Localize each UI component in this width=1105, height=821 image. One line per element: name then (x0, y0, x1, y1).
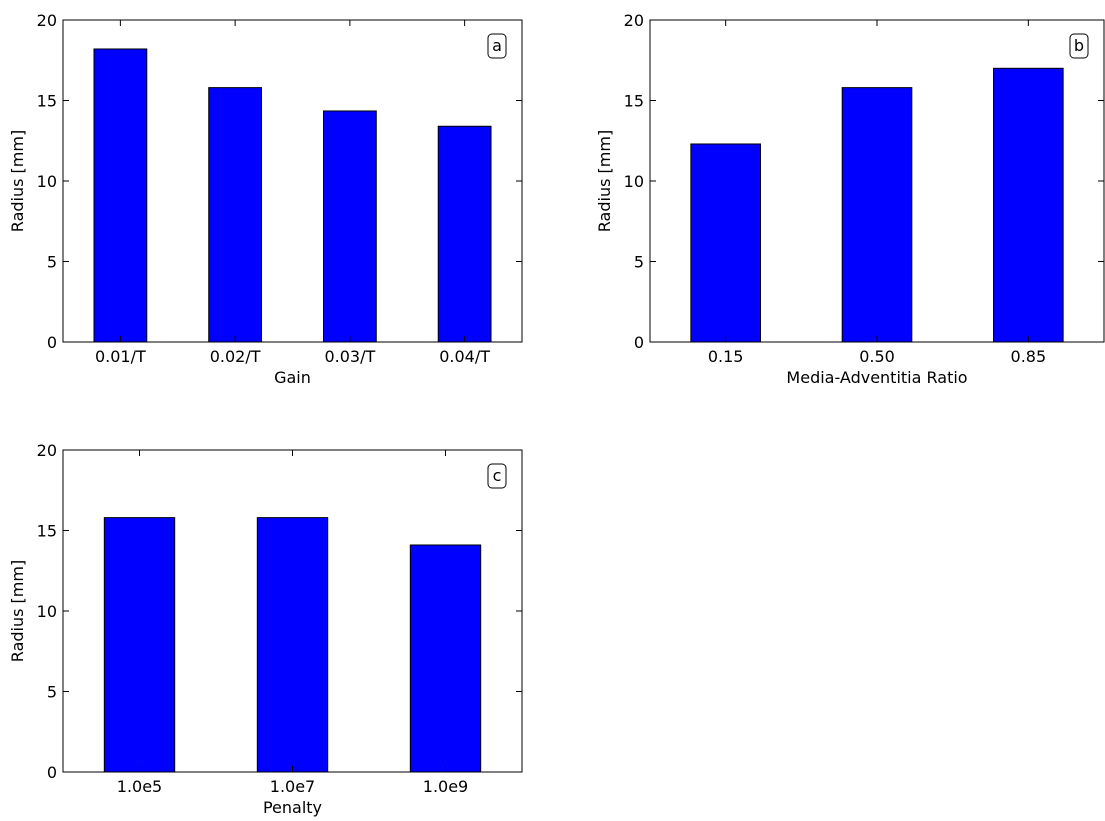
bar-0-15 (690, 143, 761, 343)
y-tick-label: 0 (47, 763, 57, 782)
bar-0-01-T (93, 48, 148, 343)
x-tick-label: 1.0e9 (423, 777, 468, 796)
bar-0-50 (841, 87, 913, 343)
x-tick-label: 0.04/T (439, 347, 490, 366)
x-tick-label: 0.50 (859, 347, 895, 366)
panel-tag-box (1069, 33, 1089, 59)
x-axis-label: Penalty (263, 798, 322, 817)
y-axis-label: Radius [mm] (595, 130, 614, 232)
y-tick-label: 20 (37, 441, 57, 460)
bar-0-03-T (322, 110, 377, 343)
y-tick-label: 5 (634, 253, 644, 272)
bar-0-85 (993, 67, 1064, 343)
x-axis-label: Gain (274, 368, 311, 387)
chart-panel-a: 0 5 10 15 20 0.01/T 0.02/T 0.03/T 0.04/T Gain Radi… (8, 11, 523, 387)
panel-tag-label: b (1074, 36, 1084, 55)
x-axis-label: Media-Adventitia Ratio (786, 368, 967, 387)
x-tick-label: 0.02/T (210, 347, 261, 366)
bar-0-02-T (208, 87, 263, 343)
x-tick-label: 0.85 (1011, 347, 1047, 366)
bar-1-0e9 (409, 544, 482, 773)
panel-tag-box (487, 463, 507, 489)
y-tick-label: 10 (37, 172, 57, 191)
chart-panel-c: 0 5 10 15 20 1.0e5 1.0e7 1.0e9 Penalty Radius [mm… (8, 441, 523, 817)
y-tick-label: 5 (47, 253, 57, 272)
panel-tag-label: c (493, 466, 502, 485)
y-tick-label: 15 (37, 522, 57, 541)
y-tick-label: 15 (624, 92, 644, 111)
panel-tag-box (487, 33, 507, 59)
y-tick-label: 20 (624, 11, 644, 30)
y-tick-label: 15 (37, 92, 57, 111)
y-tick-label: 0 (47, 333, 57, 352)
y-tick-label: 5 (47, 683, 57, 702)
y-axis-label: Radius [mm] (8, 560, 27, 662)
x-tick-label: 1.0e7 (270, 777, 315, 796)
chart-panel-b: 0 5 10 15 20 0.15 0.50 0.85 Media-Adventitia Rat… (595, 11, 1105, 387)
panel-tag-label: a (492, 36, 502, 55)
x-tick-label: 0.15 (708, 347, 744, 366)
bar-0-04-T (437, 125, 492, 343)
y-tick-label: 10 (37, 602, 57, 621)
x-tick-label: 0.03/T (324, 347, 375, 366)
y-tick-label: 0 (634, 333, 644, 352)
y-axis-label: Radius [mm] (8, 130, 27, 232)
y-tick-label: 10 (624, 172, 644, 191)
x-tick-label: 1.0e5 (117, 777, 162, 796)
bar-1-0e5 (103, 517, 176, 773)
x-tick-label: 0.01/T (95, 347, 146, 366)
y-tick-label: 20 (37, 11, 57, 30)
bar-1-0e7 (256, 517, 329, 773)
